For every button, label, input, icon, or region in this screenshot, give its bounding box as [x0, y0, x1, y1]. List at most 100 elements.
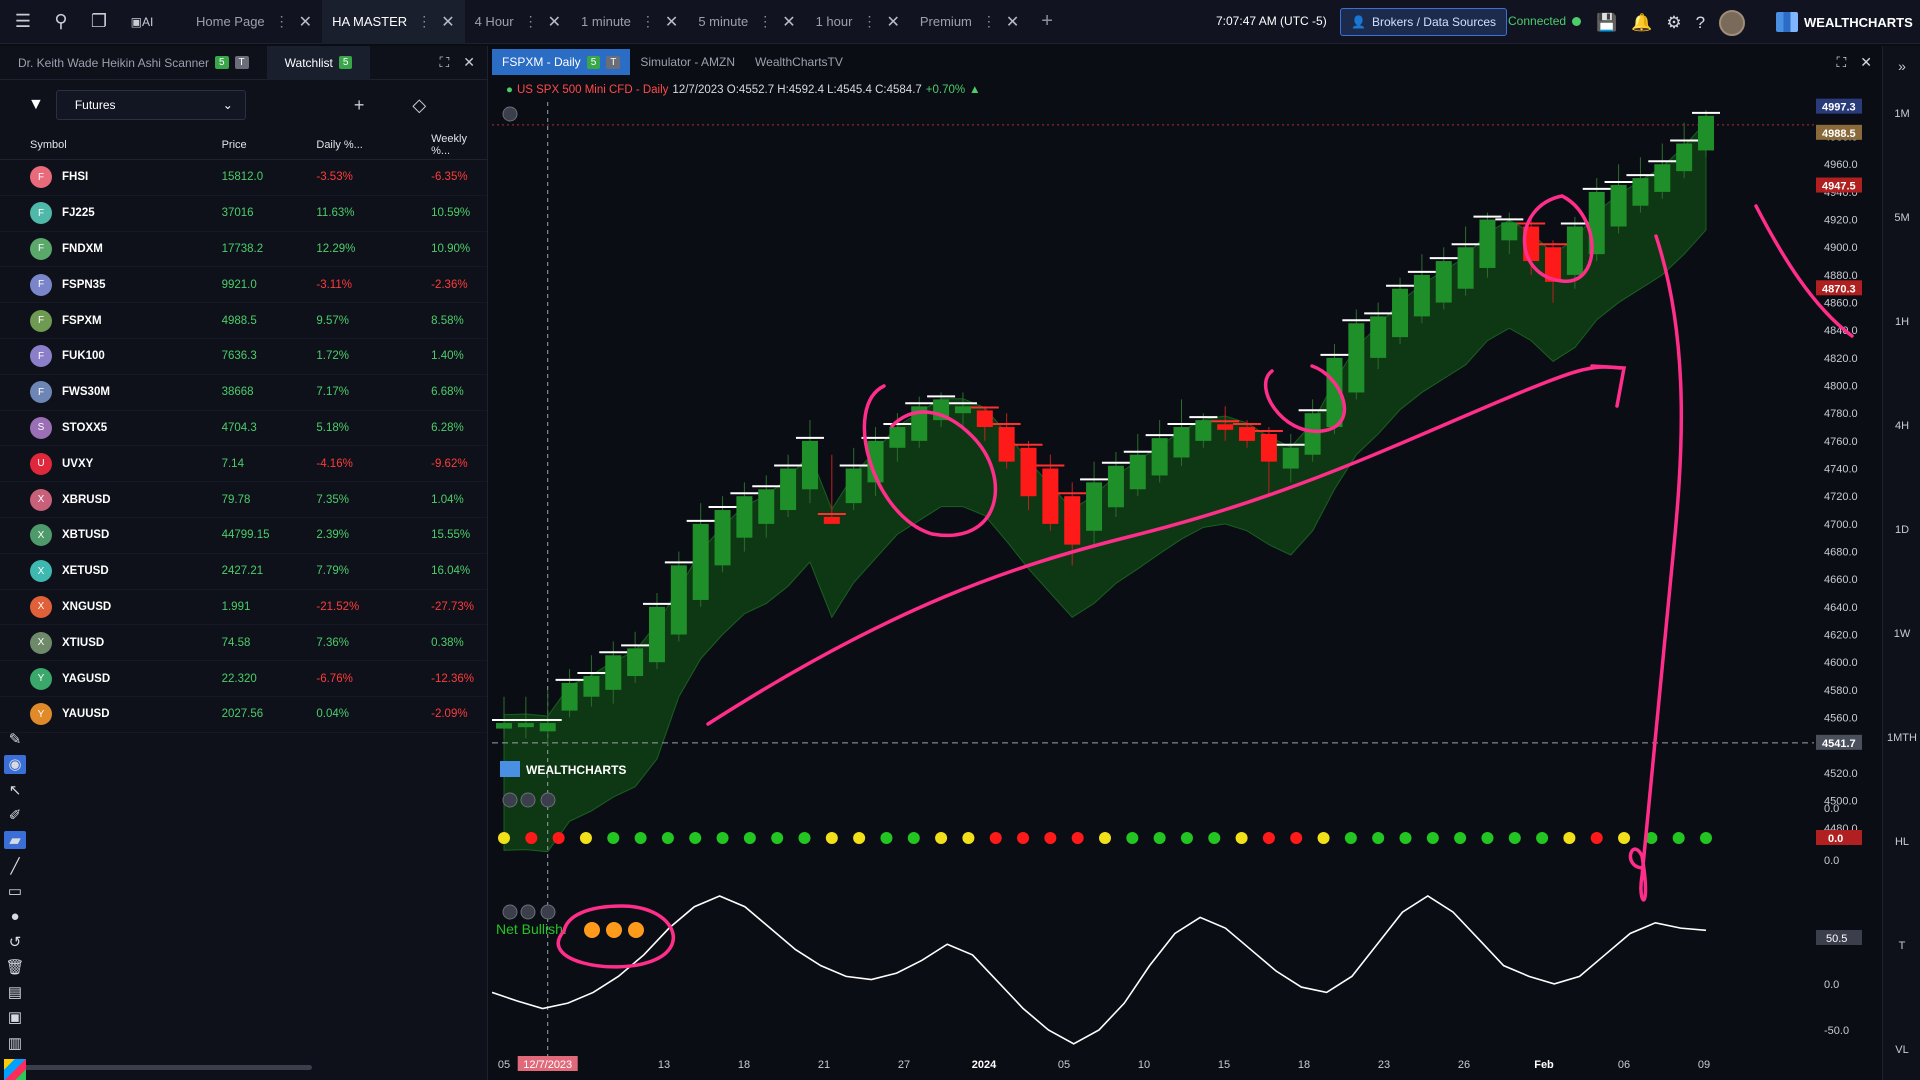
line-icon[interactable]: ╱	[10, 857, 20, 875]
note-icon[interactable]: ▥	[7, 1034, 23, 1052]
add-symbol-button[interactable]: +	[353, 94, 365, 115]
tab-layout[interactable]: 1 minute ⋮ ✕	[571, 0, 688, 44]
more-icon[interactable]: ⋮	[862, 13, 877, 29]
highlighter-icon[interactable]: ▰	[4, 831, 26, 850]
table-row[interactable]: F FJ225 37016 11.63% 10.59%	[0, 196, 487, 232]
vl-label[interactable]: VL	[1895, 1044, 1909, 1056]
tab-layout[interactable]: 1 hour ⋮ ✕	[806, 0, 910, 44]
tab-chart-fspxm[interactable]: FSPXM - Daily 5 T	[492, 49, 631, 75]
more-icon[interactable]: ⋮	[758, 13, 773, 29]
horizontal-scrollbar[interactable]	[20, 1065, 312, 1070]
close-icon[interactable]: ✕	[886, 13, 900, 31]
timeframe-5m[interactable]: 5M	[1894, 212, 1910, 224]
candle-body	[1173, 427, 1190, 458]
close-icon[interactable]: ✕	[463, 54, 475, 70]
column-symbol[interactable]: Symbol	[30, 138, 67, 151]
stamp-icon[interactable]: ▤	[7, 984, 23, 1002]
close-icon[interactable]: ✕	[1860, 53, 1872, 70]
ai-icon[interactable]: ▣ AI	[130, 14, 154, 29]
bell-icon[interactable]: 🔔	[1631, 13, 1653, 32]
column-daily[interactable]: Daily %...	[316, 138, 363, 151]
cursor-icon[interactable]: ↖	[8, 781, 22, 799]
tab-wealthchartstv[interactable]: WealthChartsTV	[745, 50, 853, 74]
close-icon[interactable]: ✕	[782, 13, 796, 31]
menu-icon[interactable]: ☰	[14, 11, 32, 31]
timeframe-1w[interactable]: 1W	[1893, 628, 1911, 640]
price-tick-label: 4860.0	[1824, 298, 1858, 310]
column-weekly[interactable]: Weekly %...	[431, 132, 467, 157]
table-row[interactable]: X XETUSD 2427.21 7.79% 16.04%	[0, 554, 487, 590]
timeframe-1mth[interactable]: 1MTH	[1887, 732, 1917, 744]
table-row[interactable]: Y YAGUSD 22.320 -6.76% -12.36%	[0, 661, 487, 697]
close-icon[interactable]: ✕	[547, 13, 562, 31]
tab-simulator[interactable]: Simulator - AMZN	[630, 50, 745, 74]
pen-icon[interactable]: ✎	[8, 731, 22, 749]
table-row[interactable]: F FHSI 15812.0 -3.53% -6.35%	[0, 160, 487, 196]
tab-layout[interactable]: 4 Hour ⋮ ✕	[465, 0, 571, 44]
tab-layout[interactable]: Home Page ⋮ ✕	[186, 0, 322, 44]
category-select[interactable]: Futures ⌄	[55, 90, 246, 120]
expand-icon[interactable]: ⛶	[439, 54, 450, 70]
brush-icon[interactable]: ✐	[8, 807, 22, 825]
column-price[interactable]: Price	[221, 138, 247, 151]
tab-layout[interactable]: HA MASTER ⋮ ✕	[322, 0, 465, 44]
filter-icon[interactable]: ▼	[28, 96, 44, 113]
collapse-icon[interactable]: »	[1898, 58, 1906, 74]
table-row[interactable]: Y YAUUSD 2027.56 0.04% -2.09%	[0, 697, 487, 733]
camera-icon[interactable]: ▣	[7, 1009, 23, 1027]
table-row[interactable]: X XTIUSD 74.58 7.36% 0.38%	[0, 625, 487, 662]
eye-icon[interactable]: ◉	[4, 755, 26, 774]
t-label[interactable]: T	[1898, 940, 1906, 952]
close-icon[interactable]: ✕	[298, 13, 313, 31]
table-row[interactable]: F FSPXM 4988.5 9.57% 8.58%	[0, 303, 487, 339]
ruler-icon[interactable]: ▭	[7, 882, 23, 900]
save-icon[interactable]: 💾	[1596, 13, 1618, 32]
timeframe-4h[interactable]: 4H	[1894, 420, 1910, 432]
table-row[interactable]: F FWS30M 38668 7.17% 6.68%	[0, 375, 487, 411]
close-icon[interactable]: ✕	[664, 13, 679, 31]
tab-layout[interactable]: Premium ⋮ ✕	[910, 0, 1029, 44]
more-icon[interactable]: ⋮	[523, 13, 538, 29]
table-row[interactable]: X XBTUSD 44799.15 2.39% 15.55%	[0, 518, 487, 554]
search-icon[interactable]: ⚲	[54, 11, 68, 31]
tab-scanner[interactable]: Dr. Keith Wade Heikin Ashi Scanner 5 T	[0, 46, 267, 80]
hl-label[interactable]: HL	[1894, 836, 1910, 848]
price-tag-red: 4947.5	[1822, 181, 1856, 193]
color-picker[interactable]	[4, 1058, 26, 1080]
table-row[interactable]: S STOXX5 4704.3 5.18% 6.28%	[0, 411, 487, 447]
undo-icon[interactable]: ↺	[8, 933, 22, 951]
table-row[interactable]: F FSPN35 9921.0 -3.11% -2.36%	[0, 267, 487, 304]
more-icon[interactable]: ⋮	[274, 13, 289, 29]
tab-layout[interactable]: 5 minute ⋮ ✕	[688, 0, 805, 44]
table-row[interactable]: U UVXY 7.14 -4.16% -9.62%	[0, 446, 487, 483]
tab-watchlist[interactable]: Watchlist 5	[266, 45, 371, 80]
table-row[interactable]: F FNDXM 17738.2 12.29% 10.90%	[0, 232, 487, 268]
add-tab-button[interactable]: +	[1041, 10, 1053, 32]
tag-icon[interactable]: ◇	[412, 94, 427, 115]
more-icon[interactable]: ⋮	[417, 13, 432, 29]
timeframe-1d[interactable]: 1D	[1894, 524, 1910, 536]
help-icon[interactable]: ?	[1695, 13, 1706, 32]
price-cell: 1.991	[221, 600, 251, 613]
table-row[interactable]: F FUK100 7636.3 1.72% 1.40%	[0, 339, 487, 375]
expand-icon[interactable]: ⛶	[1836, 53, 1847, 70]
flame-icon	[606, 922, 622, 938]
chart-canvas[interactable]: 4480.04500.04520.04540.04560.04580.04600…	[492, 46, 1882, 1080]
symbol-avatar: X	[30, 595, 52, 618]
table-row[interactable]: X XNGUSD 1.991 -21.52% -27.73%	[0, 590, 487, 626]
close-icon[interactable]: ✕	[1005, 13, 1020, 31]
gear-icon[interactable]: ⚙	[1666, 13, 1682, 32]
avatar[interactable]	[1719, 10, 1746, 36]
more-icon[interactable]: ⋮	[981, 13, 996, 29]
brokers-button[interactable]: 👤 Brokers / Data Sources	[1340, 8, 1508, 36]
symbol-name[interactable]: US SPX 500 Mini CFD - Daily	[516, 84, 669, 96]
trash-icon[interactable]: 🗑	[5, 958, 25, 976]
layers-icon[interactable]: ❐	[90, 11, 108, 31]
timeframe-1h[interactable]: 1H	[1894, 316, 1910, 328]
dot-icon[interactable]: ●	[10, 907, 20, 925]
tab-label: 1 hour	[815, 14, 853, 29]
table-row[interactable]: X XBRUSD 79.78 7.35% 1.04%	[0, 482, 487, 518]
close-icon[interactable]: ✕	[441, 13, 455, 31]
more-icon[interactable]: ⋮	[640, 13, 655, 29]
timeframe-1m[interactable]: 1M	[1894, 108, 1910, 120]
